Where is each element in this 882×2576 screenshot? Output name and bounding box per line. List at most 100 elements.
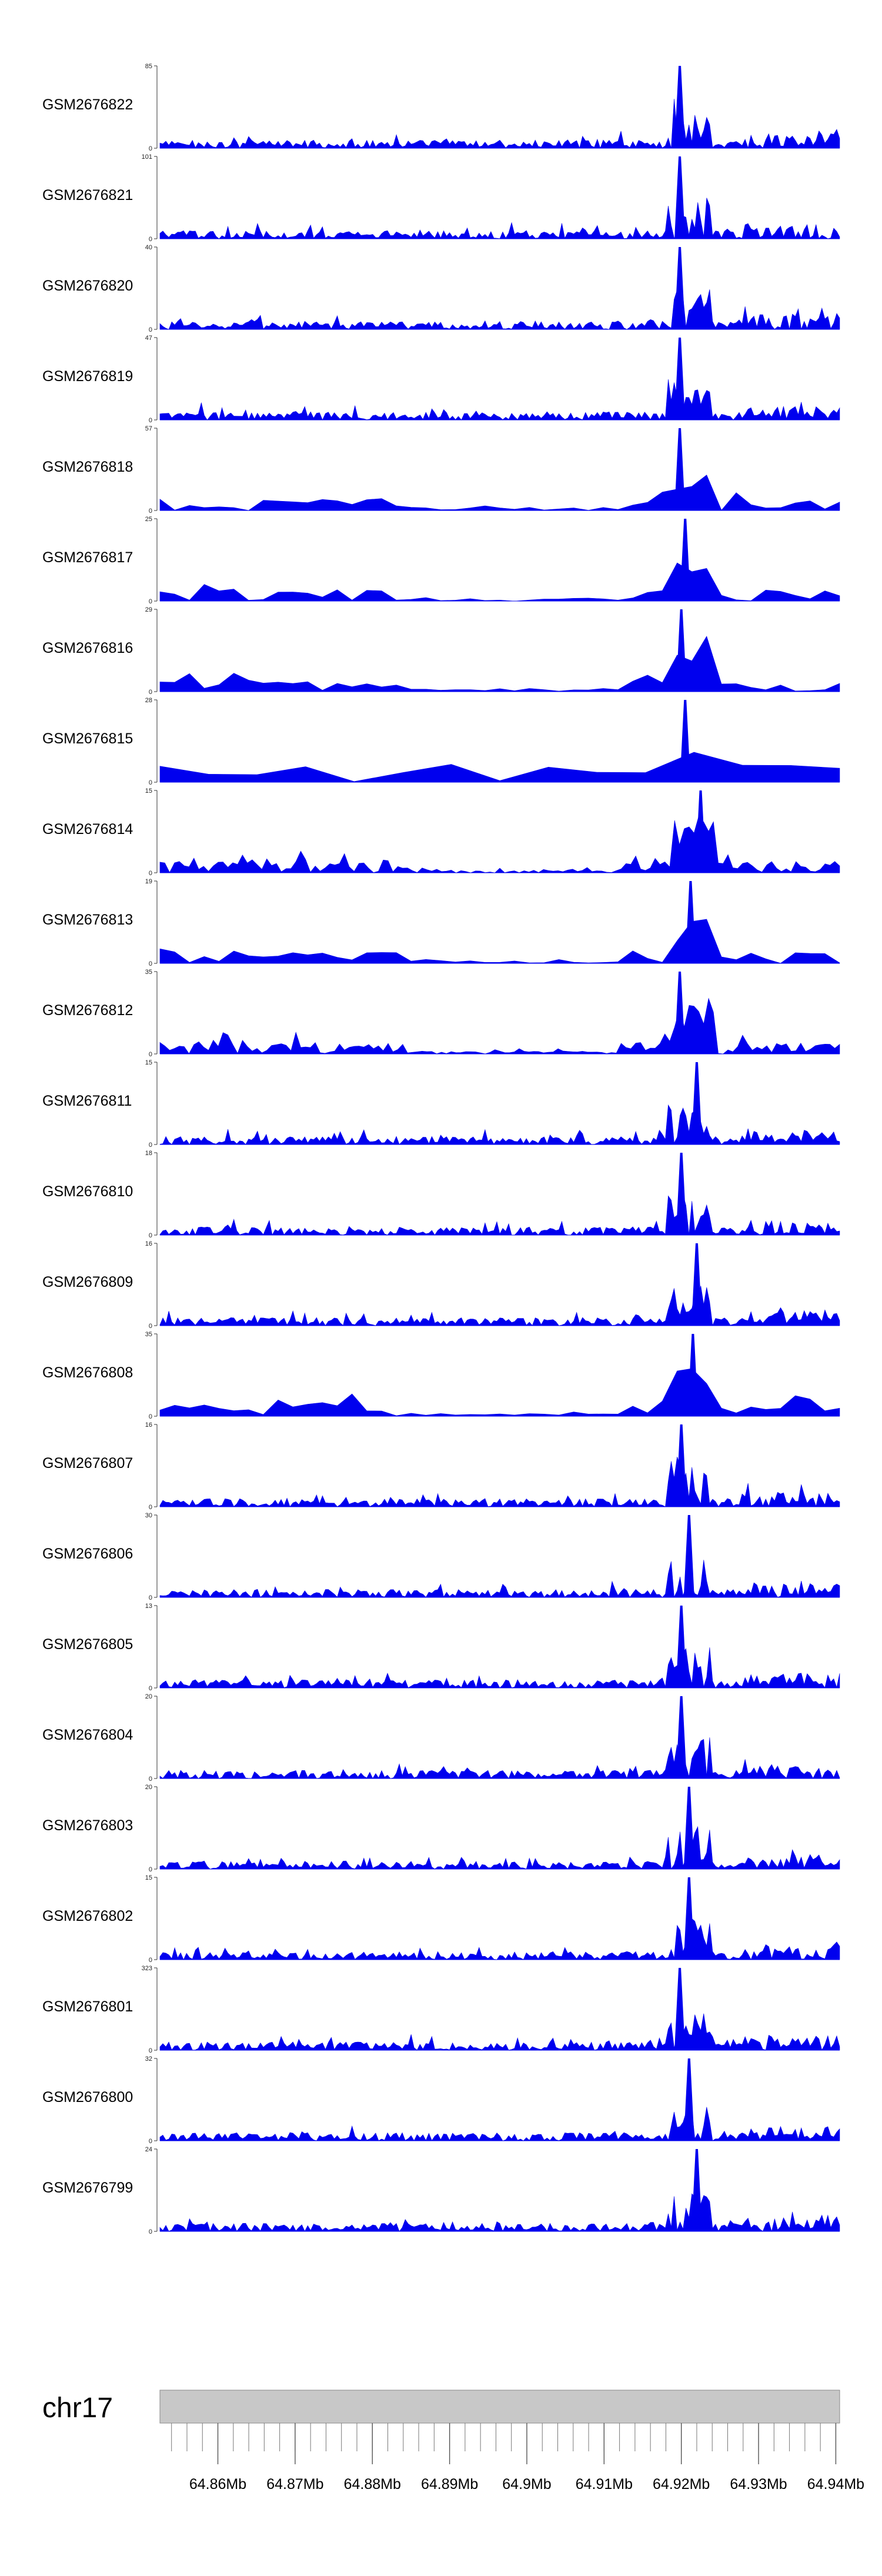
track-label: GSM2676821 — [42, 187, 133, 203]
peak-mark — [674, 247, 686, 329]
y-min-label: 0 — [149, 1957, 152, 1964]
x-tick-label: 64.89Mb — [421, 2476, 478, 2492]
peak-mark — [674, 1968, 686, 2050]
y-min-label: 0 — [149, 1323, 152, 1330]
track-label: GSM2676815 — [42, 730, 133, 747]
peak-mark — [691, 2149, 702, 2231]
peak-mark — [680, 700, 691, 782]
y-min-label: 0 — [149, 1594, 152, 1601]
y-max-label: 29 — [145, 606, 152, 613]
y-max-label: 30 — [145, 1512, 152, 1519]
coverage-area — [159, 1918, 840, 1960]
coverage-area — [159, 919, 840, 964]
y-max-label: 101 — [142, 154, 152, 161]
track-gsm2676821: GSM2676821 101 0 — [42, 154, 840, 243]
y-min-label: 0 — [149, 1776, 152, 1783]
track-gsm2676800: GSM2676800 32 0 — [42, 2056, 840, 2145]
x-tick-label: 64.86Mb — [189, 2476, 246, 2492]
x-tick-label: 64.9Mb — [502, 2476, 551, 2492]
coverage-area — [159, 289, 840, 330]
y-max-label: 24 — [145, 2146, 152, 2153]
peak-mark — [674, 972, 686, 1054]
track-gsm2676820: GSM2676820 40 0 — [42, 244, 840, 333]
track-gsm2676807: GSM2676807 16 0 — [42, 1422, 840, 1511]
coverage-area — [159, 99, 840, 149]
coverage-area — [159, 1368, 840, 1417]
y-max-label: 15 — [145, 1059, 152, 1066]
y-max-label: 323 — [142, 1965, 152, 1972]
coverage-area — [159, 1456, 840, 1507]
y-max-label: 28 — [145, 697, 152, 704]
y-min-label: 0 — [149, 236, 152, 243]
x-tick-label: 64.91Mb — [576, 2476, 633, 2492]
track-gsm2676805: GSM2676805 13 0 — [42, 1603, 840, 1692]
y-min-label: 0 — [149, 1413, 152, 1420]
coverage-area — [159, 815, 840, 873]
track-gsm2676806: GSM2676806 30 0 — [42, 1512, 840, 1601]
peak-mark — [676, 1153, 687, 1235]
y-min-label: 0 — [149, 1504, 152, 1511]
y-max-label: 47 — [145, 335, 152, 342]
track-gsm2676808: GSM2676808 35 0 — [42, 1331, 840, 1420]
coverage-area — [159, 562, 840, 602]
y-min-label: 0 — [149, 1142, 152, 1149]
peak-mark — [676, 1696, 687, 1778]
peak-mark — [683, 1515, 694, 1597]
y-min-label: 0 — [149, 2228, 152, 2235]
peak-mark — [674, 338, 686, 420]
track-gsm2676817: GSM2676817 25 0 — [42, 516, 840, 605]
track-label: GSM2676813 — [42, 912, 133, 928]
peak-mark — [683, 1877, 694, 1960]
track-gsm2676804: GSM2676804 20 0 — [42, 1693, 840, 1783]
coverage-area — [159, 2013, 840, 2051]
track-gsm2676813: GSM2676813 19 0 — [42, 878, 840, 967]
y-min-label: 0 — [149, 2047, 152, 2054]
track-gsm2676816: GSM2676816 29 0 — [42, 606, 840, 696]
coverage-area — [159, 2101, 840, 2141]
chromosome-band — [159, 2390, 840, 2424]
chromosome-axis: chr17 64.86Mb 64.87Mb 64.88Mb 64.89Mb 64.9Mb… — [42, 2390, 864, 2492]
peak-mark — [676, 1606, 687, 1688]
coverage-area — [159, 1194, 840, 1236]
y-max-label: 85 — [145, 63, 152, 70]
track-gsm2676802: GSM2676802 15 0 — [42, 1874, 840, 1964]
y-min-label: 0 — [149, 598, 152, 605]
y-max-label: 32 — [145, 2056, 152, 2063]
track-label: GSM2676809 — [42, 1274, 133, 1290]
coverage-area — [159, 1737, 840, 1779]
y-max-label: 16 — [145, 1240, 152, 1247]
peak-mark — [685, 881, 696, 963]
y-min-label: 0 — [149, 417, 152, 424]
coverage-area — [159, 752, 840, 783]
coverage-area — [159, 997, 840, 1055]
track-gsm2676815: GSM2676815 28 0 — [42, 697, 840, 786]
x-tick-label: 64.93Mb — [730, 2476, 787, 2492]
peak-mark — [687, 1334, 699, 1416]
peak-mark — [676, 609, 687, 692]
coverage-area — [159, 1560, 840, 1598]
track-gsm2676801: GSM2676801 323 0 — [42, 1965, 840, 2054]
track-label: GSM2676802 — [42, 1908, 133, 1924]
peak-mark — [674, 428, 686, 510]
track-label: GSM2676800 — [42, 2089, 133, 2105]
x-tick-label: 64.88Mb — [344, 2476, 401, 2492]
y-min-label: 0 — [149, 960, 152, 967]
track-label: GSM2676822 — [42, 96, 133, 113]
coverage-area — [159, 2193, 840, 2233]
y-max-label: 35 — [145, 1331, 152, 1338]
y-min-label: 0 — [149, 1232, 152, 1239]
y-max-label: 15 — [145, 788, 152, 795]
y-max-label: 15 — [145, 1874, 152, 1881]
y-max-label: 25 — [145, 516, 152, 523]
y-max-label: 40 — [145, 244, 152, 251]
track-label: GSM2676812 — [42, 1002, 133, 1019]
coverage-area — [159, 636, 840, 692]
track-gsm2676811: GSM2676811 15 0 — [42, 1059, 840, 1149]
y-min-label: 0 — [149, 508, 152, 515]
y-min-label: 0 — [149, 1866, 152, 1873]
track-label: GSM2676817 — [42, 549, 133, 566]
track-label: GSM2676811 — [42, 1093, 132, 1109]
y-max-label: 16 — [145, 1422, 152, 1429]
track-label: GSM2676804 — [42, 1727, 133, 1743]
